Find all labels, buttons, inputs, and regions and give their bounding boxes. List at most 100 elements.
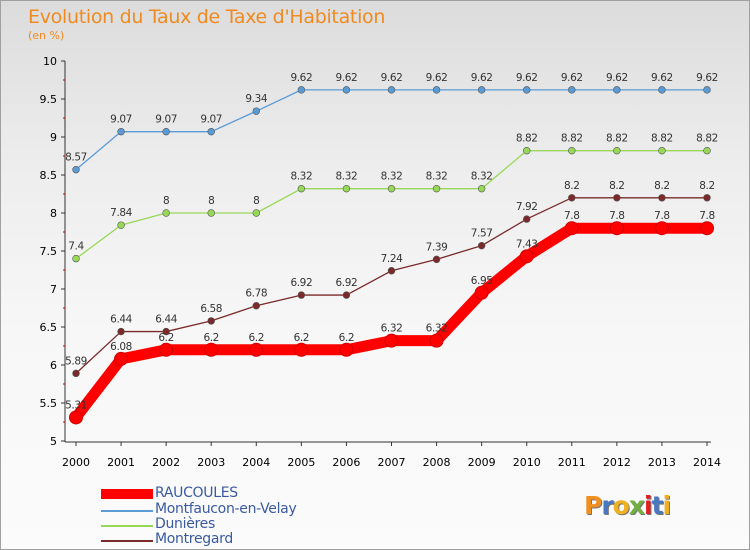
data-label: 9.62 xyxy=(651,72,673,84)
data-label: 9.07 xyxy=(155,114,177,126)
data-label: 9.62 xyxy=(381,72,403,84)
x-tick-label: 2005 xyxy=(287,456,315,469)
legend-label: Montfaucon-en-Velay xyxy=(155,501,297,517)
y-tick-label: 9 xyxy=(50,131,57,144)
legend-swatch xyxy=(101,489,153,499)
data-point xyxy=(700,221,714,236)
data-label: 9.07 xyxy=(110,114,132,126)
data-label: 6.44 xyxy=(155,314,177,326)
legend-swatch xyxy=(101,525,153,527)
data-label: 8.57 xyxy=(65,152,87,164)
data-label: 9.62 xyxy=(290,72,312,84)
data-label: 8.2 xyxy=(699,180,715,192)
data-point xyxy=(252,209,260,217)
data-label: 6.78 xyxy=(245,288,267,300)
x-tick-label: 2012 xyxy=(603,456,631,469)
data-point xyxy=(568,194,576,202)
data-label: 8.82 xyxy=(561,133,583,145)
data-label: 8 xyxy=(163,195,169,207)
data-label: 9.62 xyxy=(471,72,493,84)
data-label: 6.2 xyxy=(203,332,219,344)
legend-swatch xyxy=(101,540,153,542)
data-point xyxy=(342,291,351,299)
data-label: 6.2 xyxy=(249,332,265,344)
data-point xyxy=(297,184,306,193)
y-tick-label: 8.5 xyxy=(40,169,58,182)
x-tick-label: 2014 xyxy=(693,456,721,469)
data-point xyxy=(613,194,621,202)
chart-subtitle: (en %) xyxy=(28,29,65,42)
data-label: 9.07 xyxy=(200,114,222,126)
data-label: 6.32 xyxy=(426,323,448,335)
y-tick-label: 6.5 xyxy=(40,321,58,334)
data-point xyxy=(117,327,125,336)
data-point xyxy=(568,86,576,94)
data-point xyxy=(207,209,215,217)
x-tick-label: 2010 xyxy=(513,456,541,469)
data-label: 6.2 xyxy=(158,332,174,344)
data-point xyxy=(519,249,534,264)
data-label: 9.62 xyxy=(426,72,448,84)
chart-title: Evolution du Taux de Taxe d'Habitation xyxy=(28,6,386,28)
data-label: 8.82 xyxy=(516,133,538,145)
data-label: 8 xyxy=(208,195,214,207)
data-label: 8.32 xyxy=(471,171,493,183)
data-point xyxy=(72,254,80,263)
data-label: 7.43 xyxy=(516,238,538,250)
data-point xyxy=(162,327,170,336)
data-point xyxy=(703,86,711,94)
data-point xyxy=(613,86,621,94)
data-label: 9.62 xyxy=(516,72,538,84)
x-tick-label: 2011 xyxy=(558,456,586,469)
data-label: 7.92 xyxy=(516,201,538,213)
data-point xyxy=(523,215,531,223)
data-point xyxy=(162,209,170,217)
data-point xyxy=(252,107,260,115)
series-line-montfaucon xyxy=(75,89,708,171)
logo-letter: P xyxy=(584,491,602,520)
data-point xyxy=(69,410,83,425)
data-point xyxy=(432,255,441,264)
data-label: 9.34 xyxy=(245,93,267,105)
data-label: 8.2 xyxy=(609,180,625,192)
data-point xyxy=(342,86,351,94)
data-point xyxy=(658,194,666,202)
x-tick-label: 2001 xyxy=(107,456,135,469)
logo-letter: x xyxy=(628,491,645,520)
data-label: 7.8 xyxy=(699,210,715,222)
data-label: 6.2 xyxy=(294,332,310,344)
data-label: 6.32 xyxy=(381,323,403,335)
data-label: 6.08 xyxy=(110,341,132,353)
legend-label: RAUCOULES xyxy=(155,485,238,501)
logo-letter: i xyxy=(662,491,672,520)
data-label: 6.58 xyxy=(200,303,222,315)
x-tick-label: 2003 xyxy=(197,456,225,469)
logo-letter: t xyxy=(651,491,664,520)
legend-swatch xyxy=(101,510,153,512)
data-point xyxy=(117,221,125,229)
data-point xyxy=(568,146,576,155)
logo-letter: i xyxy=(644,491,653,520)
data-point xyxy=(658,146,666,155)
data-label: 7.39 xyxy=(426,241,448,253)
data-point xyxy=(429,333,444,348)
data-point xyxy=(432,184,441,193)
data-point xyxy=(387,86,396,94)
data-label: 8.32 xyxy=(426,171,448,183)
y-tick-label: 6 xyxy=(50,359,57,372)
data-point xyxy=(474,285,489,300)
data-point xyxy=(387,267,396,275)
data-point xyxy=(613,146,621,155)
data-label: 9.62 xyxy=(336,72,358,84)
data-point xyxy=(204,342,219,357)
y-tick-label: 5 xyxy=(50,435,57,448)
data-point xyxy=(658,86,666,94)
logo-letter: o xyxy=(612,491,630,520)
data-label: 8 xyxy=(253,195,259,207)
data-point xyxy=(297,291,306,299)
x-tick-label: 2006 xyxy=(332,456,360,469)
data-point xyxy=(523,146,531,155)
data-point xyxy=(117,127,125,136)
